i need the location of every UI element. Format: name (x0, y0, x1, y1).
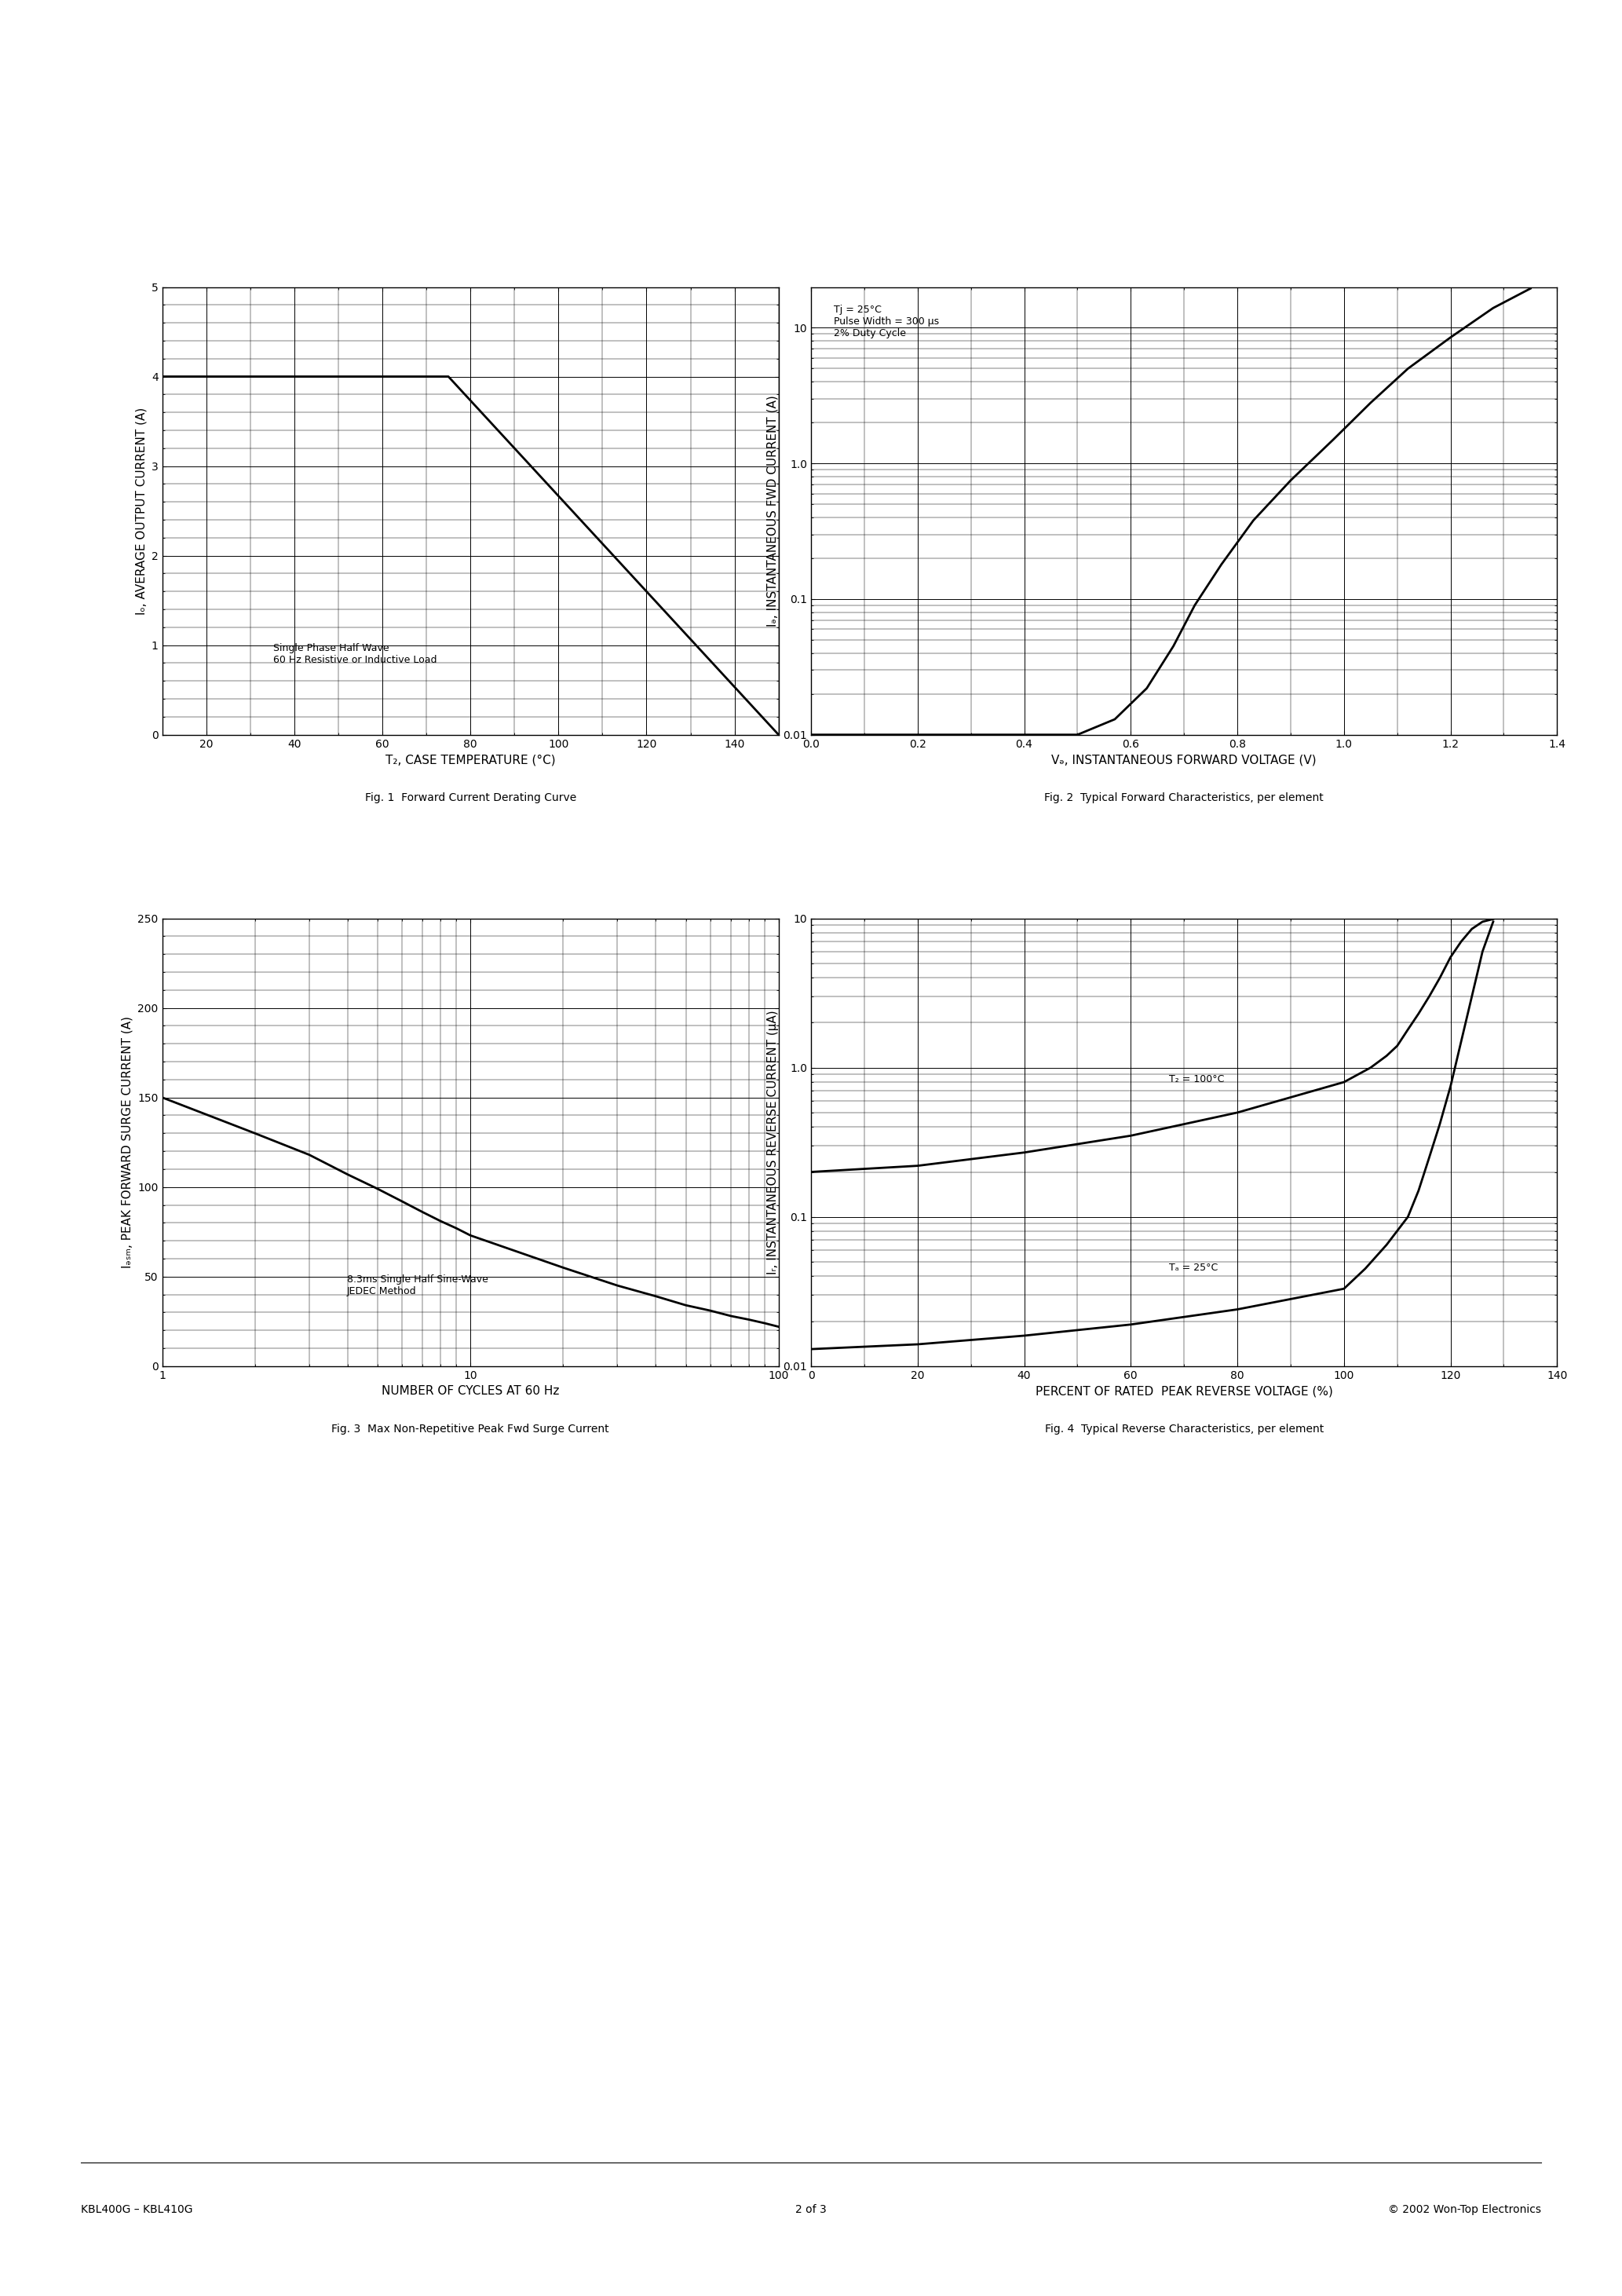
Text: Tj = 25°C
Pulse Width = 300 μs
2% Duty Cycle: Tj = 25°C Pulse Width = 300 μs 2% Duty C… (834, 305, 939, 340)
X-axis label: PERCENT OF RATED  PEAK REVERSE VOLTAGE (%): PERCENT OF RATED PEAK REVERSE VOLTAGE (%… (1035, 1384, 1333, 1396)
Text: Fig. 4  Typical Reverse Characteristics, per element: Fig. 4 Typical Reverse Characteristics, … (1045, 1424, 1324, 1435)
Text: Fig. 3  Max Non-Repetitive Peak Fwd Surge Current: Fig. 3 Max Non-Repetitive Peak Fwd Surge… (331, 1424, 610, 1435)
Text: Tₐ = 25°C: Tₐ = 25°C (1169, 1263, 1218, 1272)
Text: T₂ = 100°C: T₂ = 100°C (1169, 1075, 1225, 1084)
Text: 2 of 3: 2 of 3 (795, 2204, 827, 2216)
Y-axis label: Iₔ, INSTANTANEOUS FWD CURRENT (A): Iₔ, INSTANTANEOUS FWD CURRENT (A) (767, 395, 779, 627)
Y-axis label: Iₔₛₘ, PEAK FORWARD SURGE CURRENT (A): Iₔₛₘ, PEAK FORWARD SURGE CURRENT (A) (122, 1017, 133, 1267)
Y-axis label: Iₒ, AVERAGE OUTPUT CURRENT (A): Iₒ, AVERAGE OUTPUT CURRENT (A) (135, 406, 148, 615)
Text: © 2002 Won-Top Electronics: © 2002 Won-Top Electronics (1388, 2204, 1541, 2216)
Y-axis label: Iᵣ, INSTANTANEOUS REVERSE CURRENT (μA): Iᵣ, INSTANTANEOUS REVERSE CURRENT (μA) (767, 1010, 779, 1274)
Text: Fig. 1  Forward Current Derating Curve: Fig. 1 Forward Current Derating Curve (365, 792, 576, 804)
Text: 8.3ms Single Half Sine-Wave
JEDEC Method: 8.3ms Single Half Sine-Wave JEDEC Method (347, 1274, 488, 1297)
Text: Single Phase Half Wave
60 Hz Resistive or Inductive Load: Single Phase Half Wave 60 Hz Resistive o… (272, 643, 436, 666)
Text: Fig. 2  Typical Forward Characteristics, per element: Fig. 2 Typical Forward Characteristics, … (1045, 792, 1324, 804)
X-axis label: T₂, CASE TEMPERATURE (°C): T₂, CASE TEMPERATURE (°C) (386, 753, 555, 765)
Text: KBL400G – KBL410G: KBL400G – KBL410G (81, 2204, 193, 2216)
X-axis label: NUMBER OF CYCLES AT 60 Hz: NUMBER OF CYCLES AT 60 Hz (381, 1384, 560, 1396)
X-axis label: Vₔ, INSTANTANEOUS FORWARD VOLTAGE (V): Vₔ, INSTANTANEOUS FORWARD VOLTAGE (V) (1051, 753, 1317, 765)
